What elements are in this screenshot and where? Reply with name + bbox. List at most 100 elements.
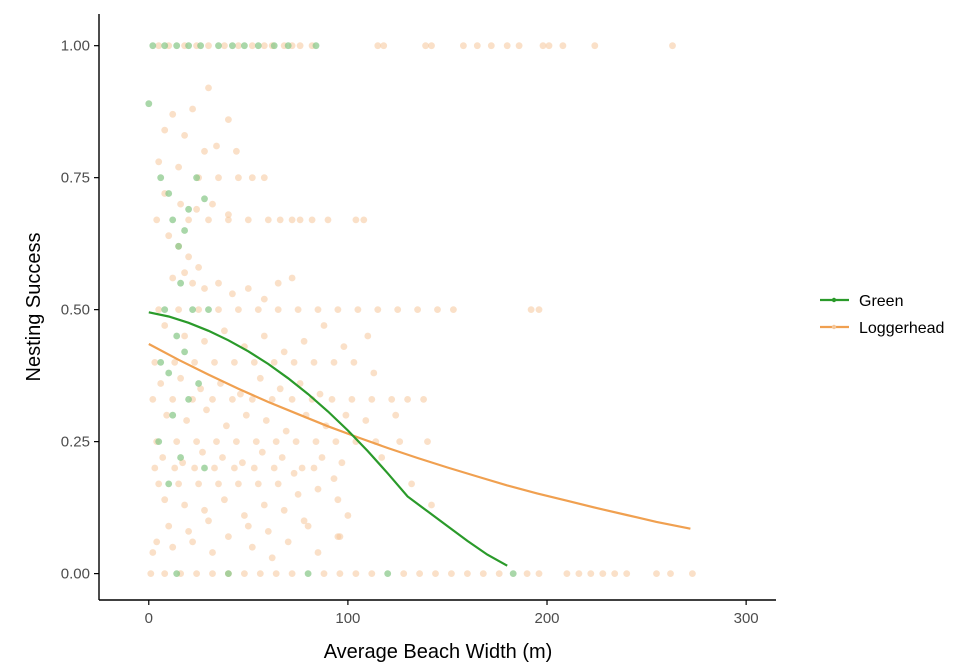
- green-point: [173, 332, 181, 340]
- loggerhead-point: [344, 512, 352, 519]
- loggerhead-point: [296, 42, 304, 50]
- loggerhead-point: [163, 411, 171, 419]
- loggerhead-point: [169, 110, 177, 118]
- loggerhead-point: [244, 216, 252, 224]
- loggerhead-point: [559, 42, 567, 50]
- loggerhead-point: [254, 480, 262, 488]
- loggerhead-point: [270, 464, 278, 472]
- legend-key-green-point: [831, 297, 837, 303]
- loggerhead-point: [473, 42, 481, 50]
- loggerhead-point: [340, 343, 348, 350]
- loggerhead-point: [434, 306, 441, 313]
- loggerhead-point: [241, 512, 248, 519]
- green-point: [165, 369, 173, 377]
- green-point: [181, 227, 189, 234]
- loggerhead-point: [165, 522, 173, 530]
- loggerhead-point: [215, 279, 222, 287]
- green-point: [241, 42, 248, 50]
- loggerhead-point: [195, 264, 203, 271]
- loggerhead-point: [235, 480, 242, 488]
- loggerhead-point: [296, 216, 304, 224]
- x-tick-label: 300: [734, 610, 759, 627]
- loggerhead-point: [280, 348, 288, 356]
- loggerhead-point: [404, 396, 411, 403]
- loggerhead-point: [183, 417, 191, 424]
- loggerhead-point: [205, 84, 212, 92]
- loggerhead-point: [310, 359, 318, 366]
- loggerhead-point: [396, 438, 404, 445]
- loggerhead-point: [185, 528, 193, 535]
- loggerhead-point: [256, 374, 264, 382]
- loggerhead-point: [330, 475, 338, 482]
- loggerhead-point: [258, 448, 266, 456]
- loggerhead-point: [191, 359, 199, 366]
- loggerhead-point: [304, 522, 312, 530]
- green-point: [149, 42, 157, 50]
- loggerhead-point: [195, 306, 203, 313]
- loggerhead-point: [535, 570, 543, 577]
- loggerhead-point: [181, 132, 189, 139]
- loggerhead-point: [252, 438, 260, 445]
- loggerhead-point: [378, 454, 386, 461]
- loggerhead-point: [260, 295, 268, 303]
- loggerhead-point: [215, 306, 222, 313]
- loggerhead-point: [201, 337, 208, 345]
- loggerhead-point: [479, 570, 487, 577]
- green-point: [173, 570, 181, 577]
- loggerhead-point: [199, 448, 206, 456]
- green-point: [284, 42, 292, 50]
- loggerhead-point: [211, 359, 218, 366]
- loggerhead-point: [260, 42, 268, 50]
- loggerhead-point: [324, 216, 332, 224]
- loggerhead-point: [354, 306, 362, 313]
- loggerhead-point: [181, 269, 189, 277]
- green-point: [201, 195, 208, 203]
- loggerhead-point: [223, 422, 230, 430]
- loggerhead-point: [320, 570, 328, 577]
- loggerhead-point: [185, 216, 193, 224]
- loggerhead-point: [374, 306, 382, 313]
- loggerhead-point: [432, 570, 439, 577]
- green-point: [215, 42, 222, 50]
- loggerhead-point: [213, 438, 220, 445]
- loggerhead-point: [242, 411, 250, 419]
- loggerhead-point: [290, 359, 298, 366]
- loggerhead-point: [151, 464, 159, 472]
- loggerhead-point: [276, 385, 284, 393]
- loggerhead-point: [264, 216, 272, 224]
- loggerhead-point: [503, 42, 511, 50]
- loggerhead-point: [244, 285, 252, 292]
- green-point: [312, 42, 320, 50]
- loggerhead-point: [149, 549, 157, 556]
- loggerhead-point: [250, 464, 258, 472]
- loggerhead-point: [487, 42, 495, 50]
- x-tick-label: 0: [145, 610, 153, 627]
- loggerhead-point: [523, 570, 531, 577]
- loggerhead-point: [272, 570, 280, 577]
- green-point: [254, 42, 262, 50]
- loggerhead-point: [161, 570, 169, 577]
- loggerhead-point: [155, 42, 163, 50]
- loggerhead-point: [362, 417, 370, 424]
- loggerhead-point: [153, 538, 161, 546]
- loggerhead-point: [191, 464, 199, 472]
- loggerhead-point: [248, 42, 256, 50]
- loggerhead-point: [215, 174, 222, 182]
- loggerhead-point: [370, 369, 378, 377]
- loggerhead-point: [241, 570, 248, 577]
- green-point: [169, 411, 177, 419]
- axes: [98, 14, 776, 601]
- loggerhead-point: [211, 464, 218, 472]
- loggerhead-point: [515, 42, 523, 50]
- loggerhead-point: [400, 570, 408, 577]
- x-tick-label: 200: [534, 610, 559, 627]
- loggerhead-point: [209, 570, 216, 577]
- loggerhead-point: [338, 459, 346, 467]
- loggerhead-point: [239, 459, 246, 467]
- loggerhead-point: [231, 359, 238, 366]
- green-point: [161, 306, 169, 313]
- loggerhead-point: [155, 480, 163, 488]
- loggerhead-point: [175, 480, 183, 488]
- loggerhead-point: [195, 480, 203, 488]
- legend-label-green: Green: [859, 293, 903, 310]
